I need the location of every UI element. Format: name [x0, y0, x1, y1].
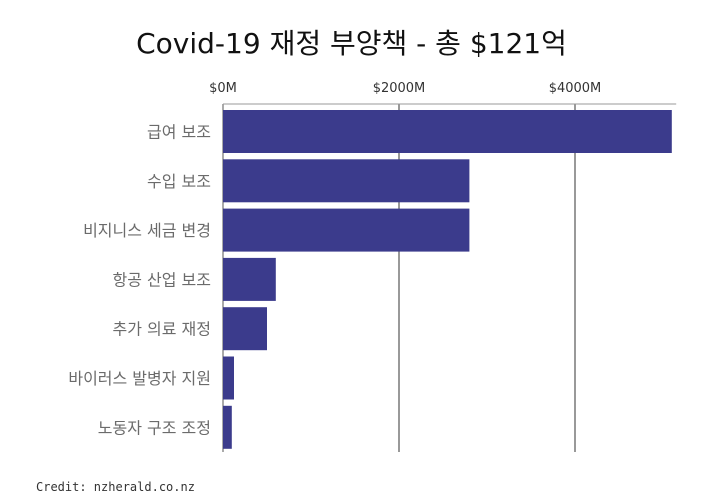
category-label: 급여 보조 [147, 123, 211, 142]
bar-5 [223, 356, 234, 400]
x-axis-ticks: $0M $2000M $4000M [209, 81, 601, 96]
category-label: 수입 보조 [147, 172, 211, 191]
bar-2 [223, 208, 470, 252]
category-label: 바이러스 발병자 지원 [68, 369, 211, 388]
bar-6 [223, 405, 232, 449]
bar-1 [223, 159, 470, 203]
bar-0 [223, 110, 672, 153]
credit-text: Credit: nzherald.co.nz [36, 480, 195, 494]
x-tick-label: $2000M [373, 81, 426, 96]
bar-4 [223, 307, 267, 351]
x-tick-label: $0M [209, 81, 237, 96]
category-label: 추가 의료 재정 [113, 320, 212, 339]
bar-3 [223, 257, 276, 301]
category-label: 비지니스 세금 변경 [83, 221, 211, 240]
x-tick-label: $4000M [549, 81, 602, 96]
bars [223, 110, 672, 449]
category-label: 항공 산업 보조 [113, 270, 212, 289]
chart-title: Covid-19 재정 부양책 - 총 $121억 [136, 27, 567, 60]
category-label: 노동자 구조 조정 [98, 418, 211, 437]
gridlines [222, 103, 677, 452]
